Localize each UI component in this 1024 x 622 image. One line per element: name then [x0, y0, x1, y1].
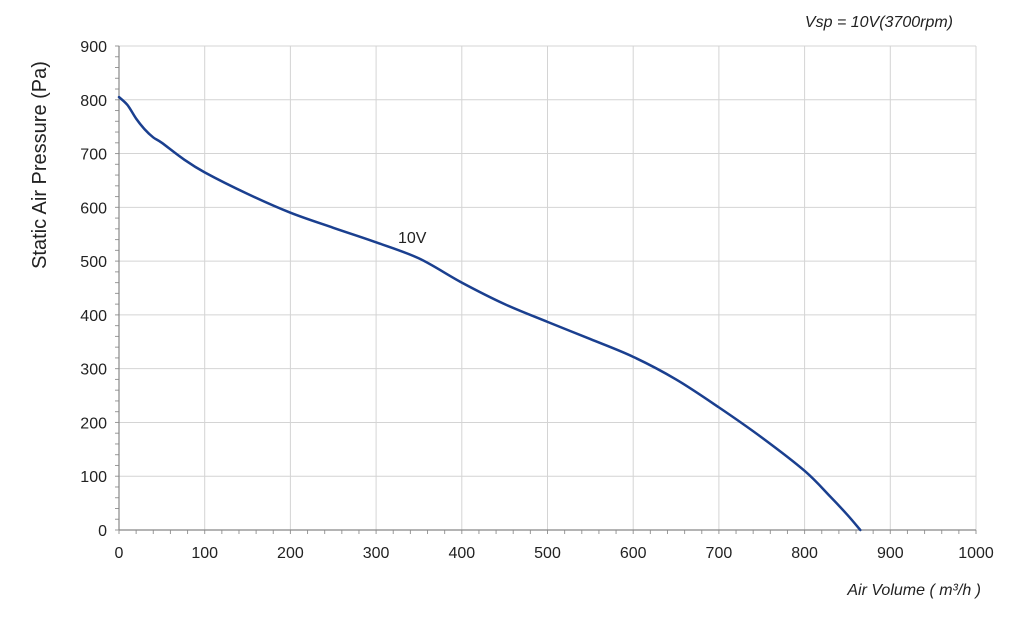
y-tick-label: 0	[98, 523, 107, 540]
series-line-10v	[117, 95, 862, 532]
x-tick-label: 400	[448, 545, 475, 562]
x-tick-labels: 0 100 200 300 400 500 600 700 800 900 1000	[115, 545, 994, 562]
y-tick-label: 400	[80, 308, 107, 325]
x-tick-label: 800	[791, 545, 818, 562]
x-tick-label: 600	[620, 545, 647, 562]
x-tick-label: 0	[115, 545, 124, 562]
speed-annotation: Vsp = 10V(3700rpm)	[805, 14, 953, 31]
x-tick-label: 700	[706, 545, 733, 562]
y-tick-label: 300	[80, 362, 107, 379]
x-tick-label: 300	[363, 545, 390, 562]
y-tick-label: 100	[80, 469, 107, 486]
y-tick-labels: 0 100 200 300 400 500 600 700 800 900	[80, 39, 107, 540]
series-label-10v: 10V	[398, 230, 427, 247]
minor-ticks	[115, 45, 977, 534]
series-lines	[117, 95, 862, 532]
x-tick-label: 900	[877, 545, 904, 562]
x-tick-label: 1000	[958, 545, 994, 562]
y-tick-label: 700	[80, 147, 107, 164]
x-tick-label: 500	[534, 545, 561, 562]
y-axis-label: Static Air Pressure (Pa)	[29, 61, 51, 269]
y-tick-label: 600	[80, 200, 107, 217]
x-axis-label: Air Volume ( m³/h )	[846, 582, 981, 599]
x-tick-label: 100	[191, 545, 218, 562]
y-tick-label: 800	[80, 93, 107, 110]
y-tick-label: 200	[80, 415, 107, 432]
x-tick-label: 200	[277, 545, 304, 562]
y-tick-label: 900	[80, 39, 107, 56]
axes	[118, 46, 976, 531]
grid	[118, 45, 977, 531]
y-tick-label: 500	[80, 254, 107, 271]
